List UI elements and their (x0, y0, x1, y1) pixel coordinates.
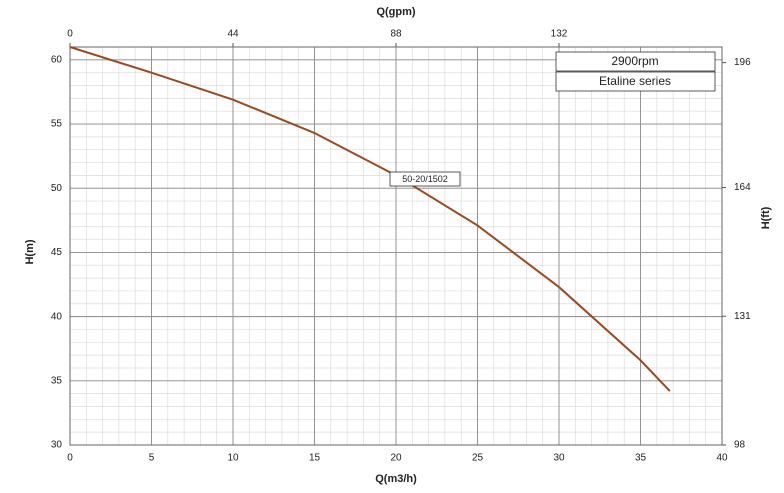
annotation: 2900rpm (555, 51, 716, 72)
x-tick-label: 15 (309, 453, 321, 464)
y2-axis-title: H(ft) (760, 206, 772, 229)
y-tick-label: 30 (51, 440, 63, 451)
curve-label: 50-20/1502 (389, 171, 461, 187)
y-tick-label: 60 (51, 54, 63, 65)
annotation-text: Etaline series (599, 74, 671, 88)
curve-label-text: 50-20/1502 (402, 174, 448, 184)
y-tick-label: 40 (51, 311, 63, 322)
x-tick-label: 0 (67, 453, 73, 464)
curve-label-box (389, 171, 461, 187)
annotation: Etaline series (555, 71, 716, 92)
y-tick-label: 50 (51, 183, 63, 194)
x2-tick-label: 44 (227, 29, 239, 40)
y2-tick-label: 164 (734, 182, 751, 193)
x-tick-label: 10 (227, 453, 239, 464)
x-tick-label: 20 (390, 453, 402, 464)
y2-tick-label: 196 (734, 57, 751, 68)
annotation-text: 2900rpm (611, 54, 658, 68)
x-tick-label: 5 (149, 453, 155, 464)
x-axis-title: Q(m3/h) (375, 473, 417, 485)
x2-tick-label: 132 (551, 29, 568, 40)
y2-tick-label: 98 (734, 440, 746, 451)
y-tick-label: 55 (51, 119, 63, 130)
x-tick-label: 25 (472, 453, 484, 464)
x-tick-label: 30 (553, 453, 565, 464)
x2-tick-label: 0 (67, 29, 73, 40)
y2-tick-label: 131 (734, 311, 751, 322)
x2-axis-title: Q(gpm) (376, 6, 415, 18)
annotation-box (555, 71, 716, 92)
x-tick-label: 40 (716, 453, 728, 464)
plot-frame (69, 46, 723, 446)
x-tick-label: 35 (635, 453, 647, 464)
y-axis-title: H(m) (24, 239, 36, 264)
y-tick-label: 45 (51, 247, 63, 258)
grid (69, 46, 723, 446)
annotation-box (555, 51, 716, 72)
x2-tick-label: 88 (390, 29, 402, 40)
y-tick-label: 35 (51, 375, 63, 386)
